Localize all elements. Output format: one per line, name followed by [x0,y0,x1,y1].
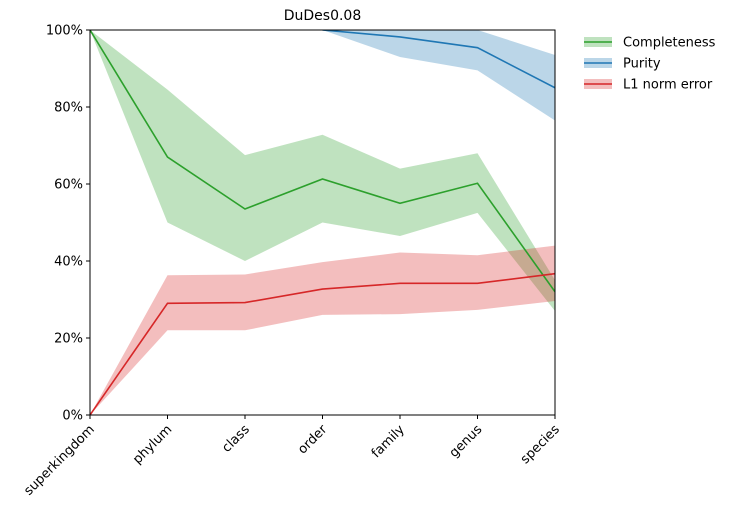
legend-item-completeness: Completeness [584,36,716,51]
y-tick-label: 20% [54,332,83,347]
legend-label: Completeness [623,36,716,51]
x-tick-label: phylum [130,422,175,467]
chart-title: DuDes0.08 [284,8,362,24]
y-tick-label: 0% [62,409,83,424]
y-tick-label: 40% [54,255,83,270]
x-tick-label: class [219,422,253,456]
legend-label: L1 norm error [623,78,713,93]
y-tick-label: 80% [54,101,83,116]
y-tick-label: 100% [46,24,83,39]
legend-label: Purity [623,57,661,72]
legend: Completeness Purity L1 norm error [584,36,716,93]
confidence-bands [90,30,555,415]
x-tick-label: superkingdom [21,422,97,498]
y-axis: 0% 20% 40% 60% 80% 100% [46,24,90,424]
x-tick-label: genus [447,422,486,461]
l1-norm-error-band [90,245,555,415]
x-tick-label: species [518,422,563,467]
legend-item-l1-norm-error: L1 norm error [584,78,713,93]
completeness-line [90,30,555,293]
x-tick-label: order [295,422,331,458]
legend-item-purity: Purity [584,57,661,72]
x-axis: superkingdom phylum class order family genus s… [21,415,563,499]
x-tick-label: family [369,422,408,461]
l1-norm-error-line [90,272,555,415]
completeness-band [90,30,555,312]
purity-band [322,30,555,121]
series-lines [90,30,555,415]
purity-line [322,30,555,89]
y-tick-label: 60% [54,178,83,193]
